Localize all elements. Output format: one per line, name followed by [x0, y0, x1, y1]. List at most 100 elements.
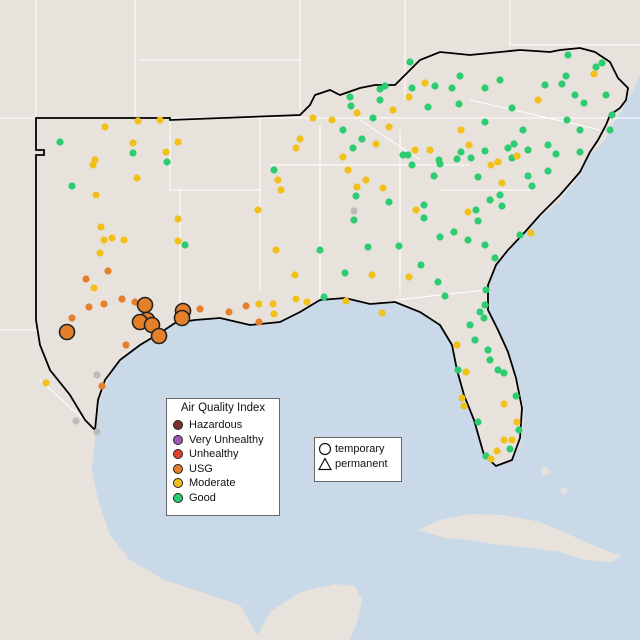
- monitor-marker: [481, 147, 489, 155]
- monitor-marker: [72, 417, 80, 425]
- monitor-marker: [42, 379, 50, 387]
- aqi-legend: Air Quality Index Hazardous Very Unhealth…: [166, 398, 280, 516]
- monitor-marker: [516, 231, 524, 239]
- monitor-marker: [349, 144, 357, 152]
- monitor-marker: [408, 84, 416, 92]
- monitor-marker: [353, 183, 361, 191]
- monitor-marker: [316, 246, 324, 254]
- monitor-marker: [431, 82, 439, 90]
- monitor-marker: [448, 84, 456, 92]
- monitor-marker: [174, 215, 182, 223]
- monitor-marker: [544, 167, 552, 175]
- monitor-marker: [420, 214, 428, 222]
- monitor-marker: [309, 114, 317, 122]
- monitor-marker: [590, 70, 598, 78]
- legend-label: Hazardous: [189, 419, 243, 432]
- monitor-marker: [508, 436, 516, 444]
- monitor-marker: [339, 126, 347, 134]
- monitor-marker: [381, 82, 389, 90]
- monitor-marker: [364, 243, 372, 251]
- aqi-legend-item: USG: [167, 462, 279, 477]
- land-yucatan: [255, 584, 362, 640]
- monitor-marker: [598, 59, 606, 67]
- monitor-marker: [97, 223, 105, 231]
- monitor-marker: [455, 100, 463, 108]
- monitor-marker: [528, 182, 536, 190]
- aqi-legend-item: Moderate: [167, 476, 279, 491]
- monitor-marker: [196, 305, 204, 313]
- monitor-marker: [411, 146, 419, 154]
- monitor-marker: [426, 146, 434, 154]
- monitor-marker: [352, 192, 360, 200]
- shape-legend: temporary permanent: [314, 437, 402, 482]
- legend-label: Moderate: [189, 477, 236, 490]
- monitor-marker: [120, 236, 128, 244]
- monitor-marker: [541, 81, 549, 89]
- legend-swatch: [173, 478, 183, 489]
- monitor-marker: [513, 152, 521, 160]
- legend-label: Unhealthy: [189, 448, 239, 461]
- aqi-legend-item: Very Unhealthy: [167, 433, 279, 448]
- monitor-marker: [412, 206, 420, 214]
- monitor-marker: [552, 150, 560, 158]
- monitor-marker: [480, 314, 488, 322]
- monitor-marker: [379, 184, 387, 192]
- monitor-marker: [350, 207, 358, 215]
- monitor-marker: [500, 436, 508, 444]
- monitor-marker: [85, 303, 93, 311]
- monitor-marker: [462, 368, 470, 376]
- monitor-marker: [269, 300, 277, 308]
- monitor-marker: [129, 139, 137, 147]
- monitor-marker: [225, 308, 233, 316]
- monitor-marker: [465, 141, 473, 149]
- monitor-marker-large: [150, 327, 168, 345]
- monitor-marker: [90, 284, 98, 292]
- monitor-marker: [421, 79, 429, 87]
- land-cuba: [418, 514, 622, 562]
- monitor-marker: [457, 148, 465, 156]
- monitor-marker-large: [136, 296, 154, 314]
- monitor-marker: [481, 301, 489, 309]
- legend-swatch: [173, 449, 183, 460]
- monitor-marker: [341, 269, 349, 277]
- monitor-marker: [450, 228, 458, 236]
- monitor-marker: [606, 126, 614, 134]
- monitor-marker: [372, 140, 380, 148]
- monitor-marker: [242, 302, 250, 310]
- monitor-marker: [272, 246, 280, 254]
- monitor-marker: [435, 156, 443, 164]
- monitor-marker: [602, 91, 610, 99]
- monitor-marker: [406, 58, 414, 66]
- monitor-marker: [368, 271, 376, 279]
- monitor-marker: [491, 254, 499, 262]
- monitor-marker: [174, 237, 182, 245]
- monitor-marker: [408, 161, 416, 169]
- monitor-marker: [544, 141, 552, 149]
- monitor-marker: [353, 109, 361, 117]
- land-bahamas: [540, 466, 568, 495]
- monitor-marker: [292, 144, 300, 152]
- monitor-marker: [420, 201, 428, 209]
- monitor-marker: [270, 310, 278, 318]
- monitor-marker: [255, 300, 263, 308]
- monitor-marker: [494, 366, 502, 374]
- monitor-marker: [481, 241, 489, 249]
- monitor-marker: [328, 116, 336, 124]
- monitor-marker: [474, 217, 482, 225]
- monitor-marker: [527, 229, 535, 237]
- monitor-marker: [484, 346, 492, 354]
- monitor-marker: [174, 138, 182, 146]
- monitor-marker: [436, 233, 444, 241]
- monitor-marker: [362, 176, 370, 184]
- monitor-marker: [464, 208, 472, 216]
- monitor-marker: [508, 104, 516, 112]
- monitor-marker: [482, 286, 490, 294]
- monitor-marker: [466, 321, 474, 329]
- monitor-marker: [430, 172, 438, 180]
- legend-label: Very Unhealthy: [189, 433, 264, 446]
- monitor-marker: [487, 455, 495, 463]
- monitor-marker: [481, 118, 489, 126]
- monitor-marker: [100, 300, 108, 308]
- monitor-marker: [441, 292, 449, 300]
- legend-label: Good: [189, 491, 216, 504]
